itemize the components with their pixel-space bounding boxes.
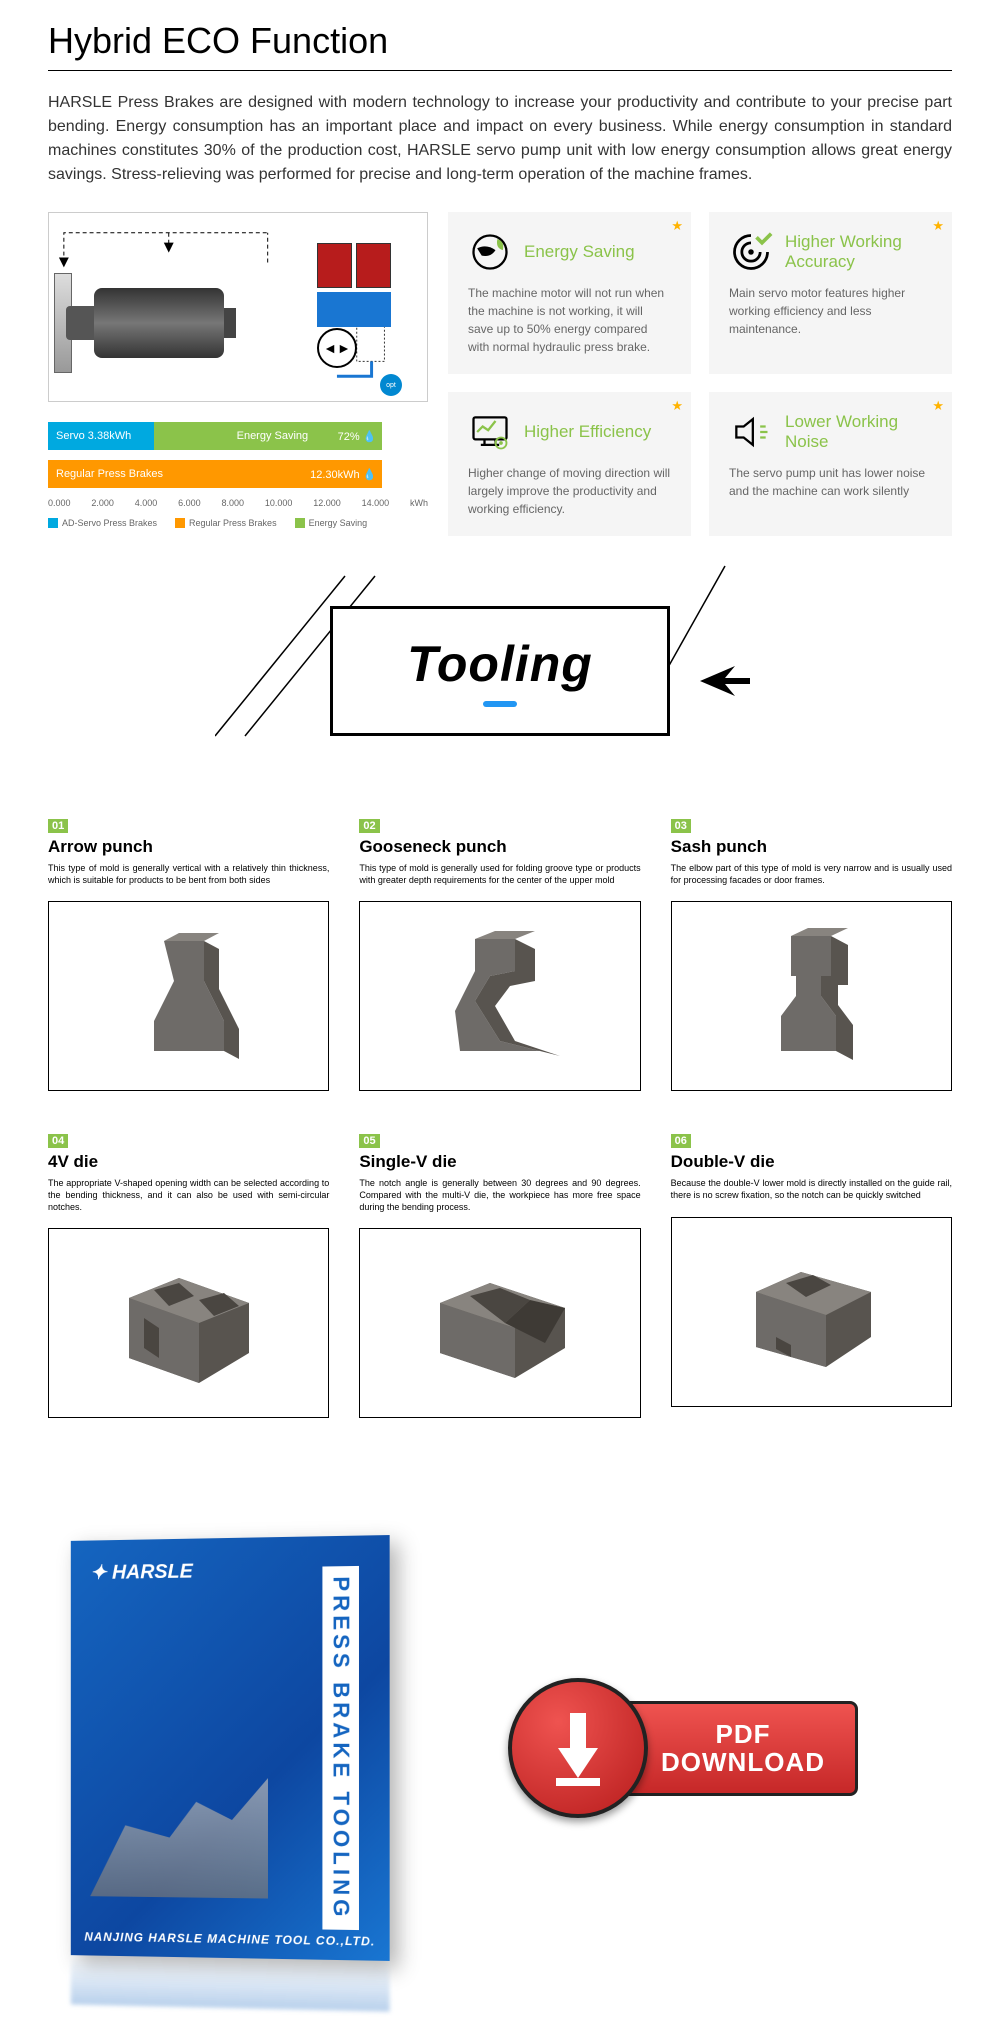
feature-title: Lower Working Noise (785, 412, 932, 453)
star-icon: ★ (932, 218, 944, 234)
pdf-download-button[interactable]: PDFDOWNLOAD (508, 1678, 858, 1818)
feature-noise: ★ Lower Working Noise The servo pump uni… (709, 392, 952, 536)
cursor-arrow-icon (695, 656, 755, 706)
hydraulic-diagram: opt (48, 212, 428, 402)
energy-bar-chart: Servo 3.38kWh Energy Saving 72% 💧 Regula… (48, 422, 428, 528)
tooling-grid: 01 Arrow punch This type of mold is gene… (48, 816, 952, 1418)
tool-desc: Because the double-V lower mold is direc… (671, 1178, 952, 1201)
tooling-banner: Tooling (275, 576, 725, 766)
underline-accent (483, 701, 517, 707)
chart-legend: AD-Servo Press Brakes Regular Press Brak… (48, 518, 428, 528)
intro-paragraph: HARSLE Press Brakes are designed with mo… (48, 91, 952, 187)
tool-number: 06 (671, 1134, 691, 1148)
feature-grid: ★ Energy Saving The machine motor will n… (448, 212, 952, 536)
tool-number: 01 (48, 819, 68, 833)
star-icon: ★ (671, 218, 683, 234)
tool-name: Sash punch (671, 837, 952, 857)
tool-image (359, 1228, 640, 1418)
tool-single-v-die: 05 Single-V die The notch angle is gener… (359, 1131, 640, 1418)
legend-swatch-orange (175, 518, 185, 528)
tool-number: 04 (48, 1134, 68, 1148)
feature-desc: The servo pump unit has lower noise and … (729, 464, 932, 500)
tool-image (671, 1217, 952, 1407)
feature-title: Higher Efficiency (524, 422, 651, 442)
chart-x-axis: 0.0002.0004.0006.0008.00010.00012.00014.… (48, 498, 428, 508)
tool-desc: The appropriate V-shaped opening width c… (48, 1178, 329, 1213)
tool-name: Gooseneck punch (359, 837, 640, 857)
tool-desc: The elbow part of this type of mold is v… (671, 863, 952, 886)
catalog-title: PRESS BRAKE TOOLING (322, 1566, 359, 1930)
globe-leaf-icon (468, 230, 512, 274)
tool-image (359, 901, 640, 1091)
feature-desc: Main servo motor features higher working… (729, 284, 932, 338)
download-section: ✦ HARSLE PRESS BRAKE TOOLING NANJING HAR… (48, 1498, 952, 1998)
tool-sash-punch: 03 Sash punch The elbow part of this typ… (671, 816, 952, 1091)
servo-bar-row: Servo 3.38kWh Energy Saving 72% 💧 (48, 422, 428, 450)
tool-name: 4V die (48, 1152, 329, 1172)
download-arrow-icon (548, 1708, 608, 1788)
tool-name: Single-V die (359, 1152, 640, 1172)
tool-4v-die: 04 4V die The appropriate V-shaped openi… (48, 1131, 329, 1418)
optional-badge: opt (380, 374, 402, 396)
feature-title: Energy Saving (524, 242, 635, 262)
target-check-icon (729, 230, 773, 274)
speaker-quiet-icon (729, 410, 773, 454)
download-circle-icon (508, 1678, 648, 1818)
feature-energy-saving: ★ Energy Saving The machine motor will n… (448, 212, 691, 374)
catalog-cover: ✦ HARSLE PRESS BRAKE TOOLING NANJING HAR… (71, 1535, 390, 1961)
tool-double-v-die: 06 Double-V die Because the double-V low… (671, 1131, 952, 1418)
feature-efficiency: ★ Higher Efficiency Higher change of mov… (448, 392, 691, 536)
tool-desc: The notch angle is generally between 30 … (359, 1178, 640, 1213)
legend-swatch-green (295, 518, 305, 528)
tool-desc: This type of mold is generally vertical … (48, 863, 329, 886)
feature-desc: Higher change of moving direction will l… (468, 464, 671, 518)
tool-image (671, 901, 952, 1091)
tool-name: Arrow punch (48, 837, 329, 857)
monitor-gear-icon (468, 410, 512, 454)
star-icon: ★ (932, 398, 944, 414)
tool-number: 03 (671, 819, 691, 833)
page-title: Hybrid ECO Function (48, 20, 952, 71)
tool-number: 05 (359, 1134, 379, 1148)
tool-desc: This type of mold is generally used for … (359, 863, 640, 886)
feature-accuracy: ★ Higher Working Accuracy Main servo mot… (709, 212, 952, 374)
eco-section: opt Servo 3.38kWh Energy Saving 72% 💧 Re… (48, 212, 952, 536)
star-icon: ★ (671, 398, 683, 414)
tool-gooseneck-punch: 02 Gooseneck punch This type of mold is … (359, 816, 640, 1091)
tool-image (48, 901, 329, 1091)
regular-bar-row: Regular Press Brakes 12.30kWh 💧 (48, 460, 428, 488)
eco-left-column: opt Servo 3.38kWh Energy Saving 72% 💧 Re… (48, 212, 428, 536)
tool-image (48, 1228, 329, 1418)
tool-arrow-punch: 01 Arrow punch This type of mold is gene… (48, 816, 329, 1091)
tooling-title: Tooling (407, 635, 593, 693)
tool-number: 02 (359, 819, 379, 833)
catalog-footer: NANJING HARSLE MACHINE TOOL CO.,LTD. (71, 1930, 390, 1949)
feature-title: Higher Working Accuracy (785, 232, 932, 273)
feature-desc: The machine motor will not run when the … (468, 284, 671, 356)
tool-name: Double-V die (671, 1152, 952, 1172)
legend-swatch-blue (48, 518, 58, 528)
